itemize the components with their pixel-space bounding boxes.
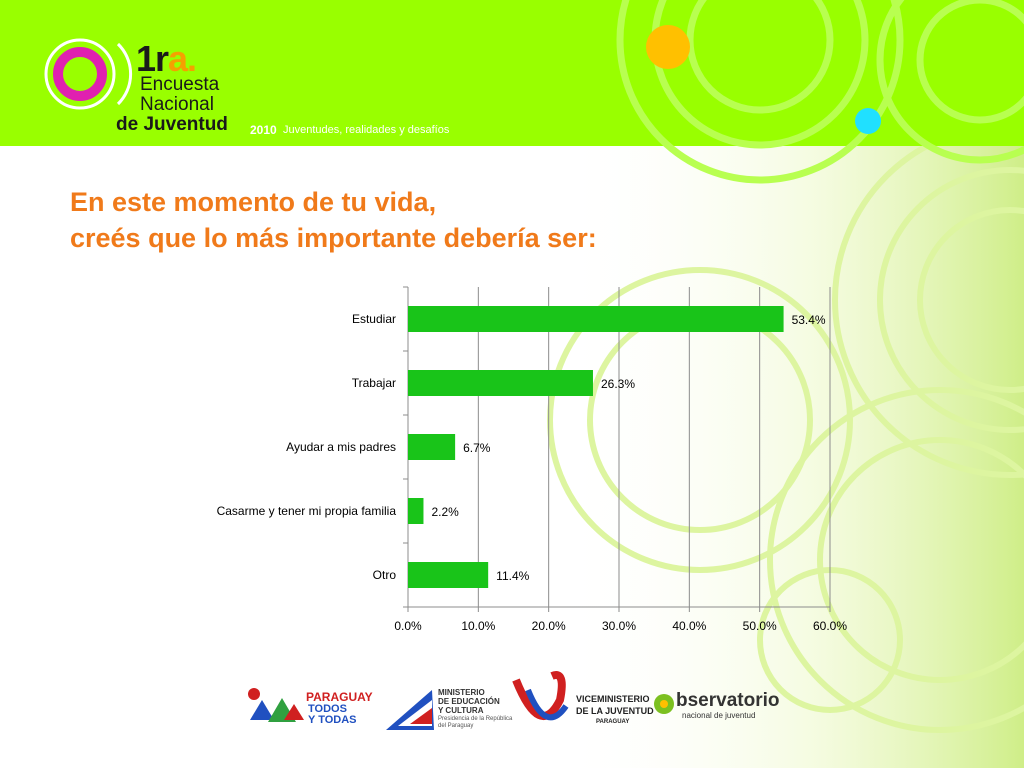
footer-logo2-line5: del Paraguay <box>438 723 474 729</box>
logo-de-juventud: de Juventud <box>116 114 228 135</box>
bar <box>408 498 424 524</box>
footer-logo1-line3: Y TODAS <box>308 714 357 726</box>
slide-title: En este momento de tu vida, creés que lo… <box>70 184 597 256</box>
bar <box>408 370 593 396</box>
logo-year: 2010 <box>250 123 277 137</box>
data-label: 6.7% <box>463 441 491 455</box>
ministerio-educacion-logo <box>386 690 434 730</box>
data-label: 11.4% <box>496 569 529 583</box>
x-tick-label: 30.0% <box>602 619 636 633</box>
bar <box>408 306 784 332</box>
category-label: Casarme y tener mi propia familia <box>217 504 397 518</box>
x-tick-label: 20.0% <box>532 619 566 633</box>
data-label: 2.2% <box>431 505 459 519</box>
decor-cyan-dot <box>855 108 881 134</box>
slide-title-line1: En este momento de tu vida, <box>70 187 437 217</box>
footer-logo4-line2: nacional de juventud <box>682 711 756 720</box>
x-tick-label: 0.0% <box>394 619 422 633</box>
logo-encuesta: Encuesta <box>140 74 220 95</box>
paraguay-todos-logo <box>248 688 304 722</box>
logo-1ra-suffix: a. <box>168 38 197 79</box>
viceministerio-juventud-logo <box>512 671 569 721</box>
footer-logo4-line1: bservatorio <box>676 690 780 711</box>
slide-title-line2: creés que lo más importante debería ser: <box>70 223 597 253</box>
footer-logo2-line2: DE EDUCACIÓN <box>438 697 500 706</box>
category-label: Ayudar a mis padres <box>286 440 396 454</box>
logo-nacional: Nacional <box>140 94 214 115</box>
footer-logo3-line2: DE LA JUVENTUD <box>576 706 654 716</box>
bar <box>408 562 489 588</box>
x-tick-label: 50.0% <box>743 619 777 633</box>
logo-1ra-number: 1r <box>136 38 169 79</box>
data-label: 26.3% <box>601 377 635 391</box>
footer-logo2-line1: MINISTERIO <box>438 688 485 697</box>
logo-1ra: 1ra. <box>136 38 197 80</box>
footer-logo3-line3: PARAGUAY <box>596 719 630 725</box>
x-tick-label: 60.0% <box>813 619 847 633</box>
footer-logo2-line4: Presidencia de la República <box>438 716 513 722</box>
category-label: Trabajar <box>352 376 396 390</box>
category-label: Otro <box>373 568 397 582</box>
footer-logo2-line3: Y CULTURA <box>438 706 484 715</box>
x-tick-label: 40.0% <box>672 619 706 633</box>
footer-logo3-line1: VICEMINISTERIO <box>576 694 650 704</box>
footer-logo1-line1: PARAGUAY <box>306 690 373 704</box>
footer-logo1-line2: TODOS <box>308 703 347 715</box>
decor-yellow-dot <box>646 25 690 69</box>
bar <box>408 434 456 460</box>
x-tick-label: 10.0% <box>461 619 495 633</box>
logo-tagline: Juventudes, realidades y desafíos <box>283 124 450 136</box>
category-label: Estudiar <box>352 312 396 326</box>
observatorio-logo <box>654 694 674 714</box>
data-label: 53.4% <box>792 313 826 327</box>
